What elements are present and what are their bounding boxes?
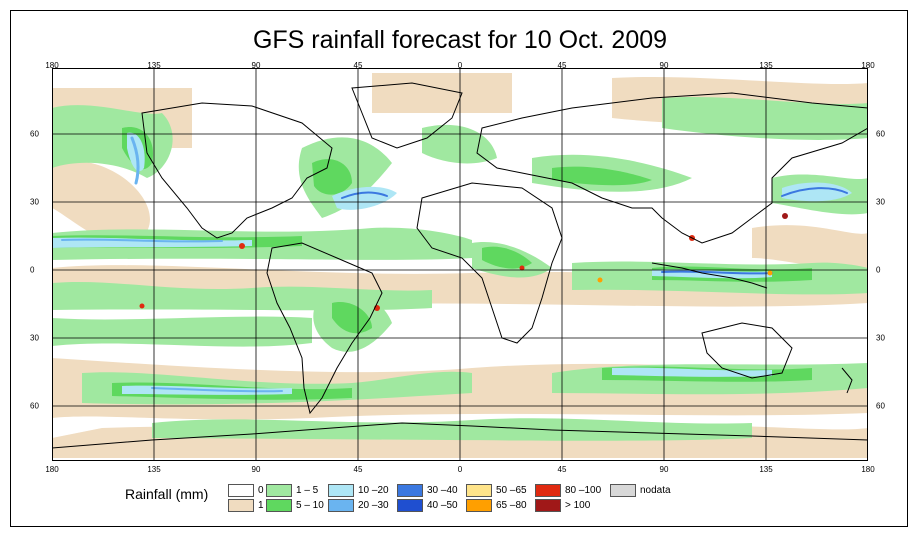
legend-label: 50 –65 <box>496 485 527 496</box>
lon-tick-top: 135 <box>759 61 773 70</box>
lat-tick-right: 30 <box>876 197 885 207</box>
lat-tick-right: 30 <box>876 333 885 343</box>
lon-tick-bottom: 45 <box>557 465 567 474</box>
lon-tick-bottom: 180 <box>45 465 59 474</box>
legend-label: 20 –30 <box>358 500 389 511</box>
lon-tick-top: 90 <box>251 61 261 70</box>
legend-swatch <box>228 484 254 497</box>
greenland-outline <box>351 82 463 149</box>
lat-tick-left: 30 <box>30 197 39 207</box>
legend-label: > 100 <box>565 500 591 511</box>
lat-tick-left: 0 <box>30 265 35 275</box>
lon-tick-bottom: 0 <box>457 465 463 474</box>
lon-tick-bottom: 90 <box>251 465 261 474</box>
lon-tick-top: 180 <box>45 61 59 70</box>
legend-swatch <box>397 484 423 497</box>
legend-swatch <box>328 499 354 512</box>
europe-asia-outline <box>476 92 868 244</box>
lon-tick-top: 180 <box>861 61 875 70</box>
lat-tick-left: 30 <box>30 333 39 343</box>
lon-tick-top: 90 <box>659 61 669 70</box>
coastlines <box>52 82 868 449</box>
rain-layer-20-50mm <box>61 136 848 393</box>
lon-tick-bottom: 135 <box>759 465 773 474</box>
lat-tick-left: 60 <box>30 401 39 411</box>
legend-label: 10 –20 <box>358 485 389 496</box>
rainfall-map[interactable] <box>52 68 868 461</box>
lat-tick-right: 60 <box>876 129 885 139</box>
legend-label: 30 –40 <box>427 485 458 496</box>
legend-swatch <box>466 484 492 497</box>
lon-tick-bottom: 90 <box>659 465 669 474</box>
indonesia-outline <box>651 262 768 289</box>
legend-title: Rainfall (mm) <box>125 486 209 502</box>
map-border <box>52 68 868 461</box>
lat-tick-left: 60 <box>30 129 39 139</box>
figure-frame <box>10 10 908 527</box>
legend-swatch <box>397 499 423 512</box>
legend-swatch <box>610 484 636 497</box>
lon-tick-top: 135 <box>147 61 161 70</box>
legend-label: 5 – 10 <box>296 500 324 511</box>
lat-tick-right: 60 <box>876 401 885 411</box>
lon-tick-bottom: 135 <box>147 465 161 474</box>
legend-swatch <box>535 484 561 497</box>
legend-swatch <box>328 484 354 497</box>
legend-label: 40 –50 <box>427 500 458 511</box>
lon-tick-bottom: 45 <box>353 465 363 474</box>
antarctica-outline <box>52 422 868 449</box>
lon-tick-top: 0 <box>457 61 463 70</box>
legend-label: 80 –100 <box>565 485 602 496</box>
lon-tick-top: 45 <box>557 61 567 70</box>
africa-outline <box>416 182 563 344</box>
map-title: GFS rainfall forecast for 10 Oct. 2009 <box>252 26 668 54</box>
legend-label: nodata <box>640 485 671 496</box>
north-america-outline <box>141 102 333 239</box>
legend-label: 1 <box>258 500 264 511</box>
new-zealand-outline <box>841 367 853 394</box>
legend-label: 65 –80 <box>496 500 527 511</box>
australia-outline <box>701 322 793 379</box>
legend-swatch <box>535 499 561 512</box>
lat-tick-right: 0 <box>876 265 881 275</box>
legend-swatch <box>266 499 292 512</box>
south-america-outline <box>266 242 383 415</box>
rain-layer-heavy <box>139 213 788 311</box>
lon-tick-top: 45 <box>353 61 363 70</box>
lon-tick-bottom: 180 <box>861 465 875 474</box>
legend-swatch <box>266 484 292 497</box>
graticule <box>52 68 868 461</box>
legend-swatch <box>228 499 254 512</box>
legend-label: 1 – 5 <box>296 485 319 496</box>
legend-label: 0 <box>258 485 264 496</box>
legend-swatch <box>466 499 492 512</box>
